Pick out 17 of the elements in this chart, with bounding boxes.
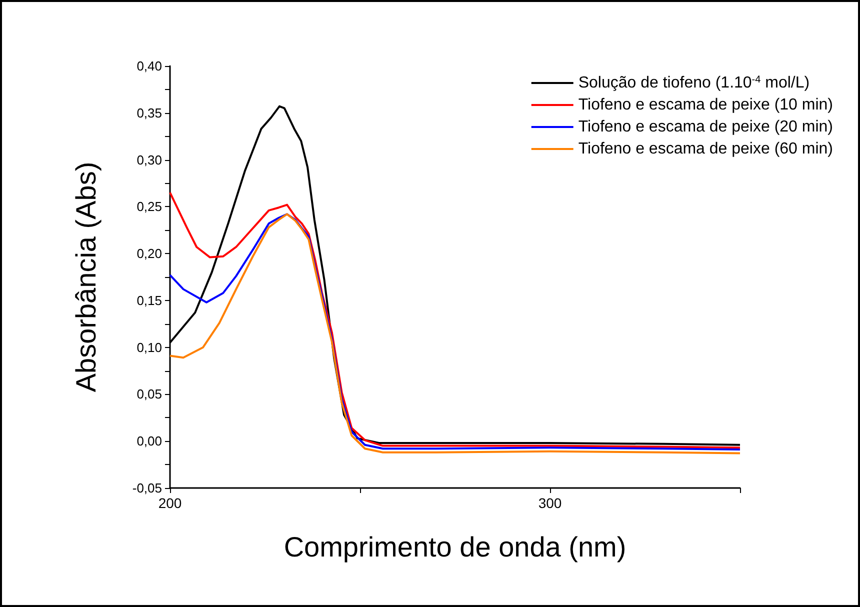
y-tick-label: 0,40: [136, 58, 162, 74]
x-tick-label: 300: [538, 495, 562, 511]
y-tick-label: 0,30: [136, 152, 162, 168]
y-tick-label: 0,35: [136, 105, 162, 120]
x-axis-title: Comprimento de onda (nm): [284, 532, 626, 562]
legend-label: Tiofeno e escama de peixe (20 min): [578, 118, 834, 136]
y-tick-label: 0,25: [136, 199, 162, 214]
legend-label: Tiofeno e escama de peixe (60 min): [578, 140, 834, 158]
x-tick-label: 200: [158, 495, 182, 511]
y-tick-label: 0,20: [136, 246, 162, 262]
y-tick-label: 0,00: [136, 434, 162, 449]
legend-label: Tiofeno e escama de peixe (10 min): [578, 96, 834, 114]
y-tick-label: 0,15: [136, 292, 162, 308]
y-tick-label: 0,05: [136, 386, 162, 402]
y-axis-title: Absorbância (Abs): [70, 162, 102, 392]
y-tick-label: -0,05: [132, 480, 162, 496]
y-tick-label: 0,10: [136, 340, 162, 355]
